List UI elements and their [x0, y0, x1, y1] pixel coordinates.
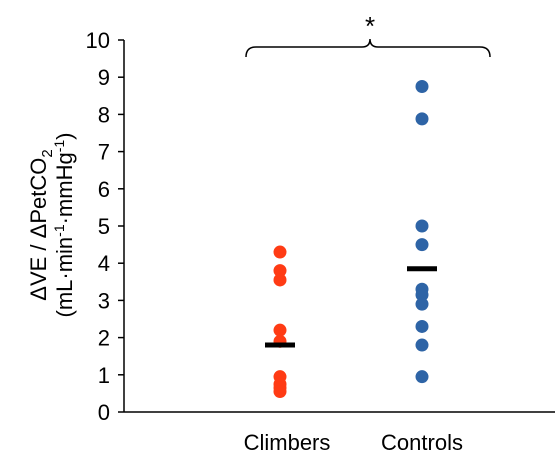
data-points	[273, 80, 429, 399]
y-tick-label: 0	[98, 400, 110, 425]
y-tick-label: 1	[98, 363, 110, 388]
data-point-controls	[415, 112, 429, 126]
data-point-climbers	[273, 273, 287, 287]
y-axis-unit-part-3: )	[52, 132, 77, 139]
y-tick-label: 10	[86, 28, 110, 53]
mean-markers	[265, 266, 437, 348]
data-point-climbers	[273, 323, 287, 337]
y-axis: 0 1 2 3 4 5 6 7 8 9 10	[86, 28, 555, 425]
y-tick-label: 4	[98, 251, 110, 276]
data-point-controls	[415, 80, 429, 93]
y-tick-label: 6	[98, 177, 110, 202]
data-point-controls	[415, 370, 429, 384]
data-point-climbers	[273, 245, 287, 259]
y-axis-title-line2: (mL·min-1·mmHg-1)	[51, 132, 77, 317]
data-point-controls	[415, 338, 429, 352]
category-label-controls: Controls	[381, 430, 463, 455]
y-tick-label: 9	[98, 65, 110, 90]
y-axis-unit-sup-2: -1	[51, 140, 67, 153]
data-point-controls	[415, 288, 429, 302]
data-point-climbers	[273, 264, 287, 278]
y-axis-unit-part-1: (mL·min	[52, 237, 77, 318]
y-tick-label: 7	[98, 140, 110, 165]
y-axis-title: ΔVE / ΔPetCO2 (mL·min-1·mmHg-1)	[26, 132, 77, 317]
data-point-controls	[415, 238, 429, 252]
y-axis-title-main: ΔVE / ΔPetCO	[26, 158, 51, 301]
data-point-controls	[415, 297, 429, 311]
y-tick-label: 2	[98, 326, 110, 351]
significance-asterisk: *	[365, 11, 375, 41]
y-tick-label: 5	[98, 214, 110, 239]
y-tick-label: 3	[98, 288, 110, 313]
y-axis-unit-part-2: ·mmHg	[52, 152, 77, 224]
category-label-climbers: Climbers	[244, 430, 331, 455]
y-axis-title-line1: ΔVE / ΔPetCO2	[26, 149, 56, 300]
y-tick-label: 8	[98, 102, 110, 127]
y-axis-title-subscript: 2	[39, 149, 56, 157]
data-point-controls	[415, 319, 429, 333]
significance-bracket-line	[245, 38, 491, 58]
y-axis-unit-sup-1: -1	[51, 224, 67, 237]
data-point-controls	[415, 219, 429, 233]
significance-bracket	[245, 38, 491, 58]
data-point-climbers	[273, 385, 287, 399]
